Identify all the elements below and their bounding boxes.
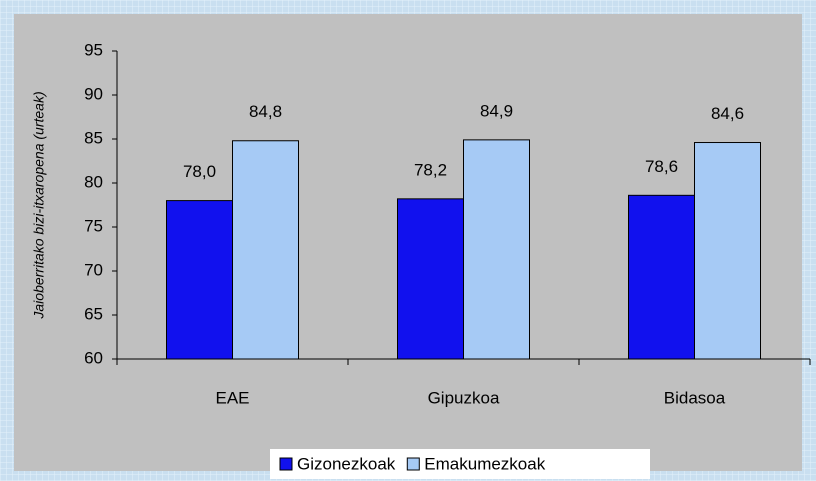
y-axis-label: Jaioberritako bizi-itxaropena (urteak) bbox=[31, 91, 47, 319]
bar bbox=[232, 140, 299, 360]
y-tick-label: 70 bbox=[84, 260, 103, 279]
value-label: 84,6 bbox=[711, 104, 744, 123]
y-tick-label: 65 bbox=[84, 304, 103, 323]
value-label: 78,0 bbox=[183, 162, 216, 181]
y-tick-label: 90 bbox=[84, 84, 103, 103]
y-tick-label: 80 bbox=[84, 172, 103, 191]
y-tick-label: 75 bbox=[84, 216, 103, 235]
legend-label: Gizonezkoak bbox=[297, 454, 396, 473]
y-tick-label: 60 bbox=[84, 348, 103, 367]
value-label: 78,6 bbox=[645, 157, 678, 176]
value-label: 84,9 bbox=[480, 101, 513, 120]
bar bbox=[397, 198, 464, 360]
x-tick-label: EAE bbox=[215, 388, 249, 407]
bar bbox=[628, 194, 695, 360]
value-label: 84,8 bbox=[249, 102, 282, 121]
bar bbox=[463, 139, 530, 360]
y-tick-label: 95 bbox=[84, 40, 103, 59]
legend-label: Emakumezkoak bbox=[424, 454, 545, 473]
y-tick-label: 85 bbox=[84, 128, 103, 147]
x-tick-label: Gipuzkoa bbox=[428, 388, 500, 407]
bar bbox=[166, 200, 233, 360]
legend-swatch bbox=[406, 457, 420, 471]
x-tick-label: Bidasoa bbox=[664, 388, 726, 407]
value-label: 78,2 bbox=[414, 160, 447, 179]
legend-swatch bbox=[279, 457, 293, 471]
legend-box bbox=[270, 449, 650, 479]
bar bbox=[694, 142, 761, 360]
